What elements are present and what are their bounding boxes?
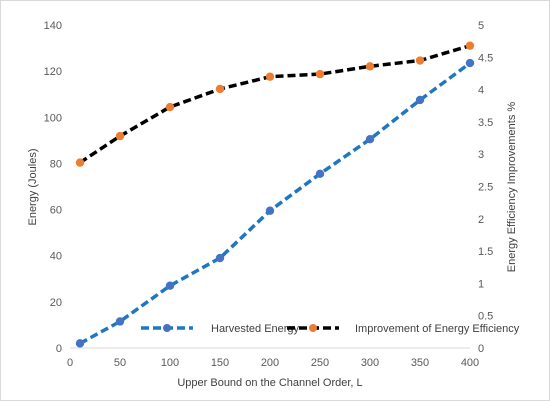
y2-tick-label: 4 xyxy=(478,85,484,97)
data-point xyxy=(165,281,175,290)
x-tick-label: 100 xyxy=(161,357,179,369)
y2-tick-label: 0 xyxy=(478,343,484,355)
y2-tick-label: 2.5 xyxy=(478,182,493,194)
x-tick-label: 50 xyxy=(114,357,126,369)
legend-label-harvested-energy: Harvested Energy xyxy=(211,323,300,335)
data-point xyxy=(265,206,275,215)
y-tick-label: 60 xyxy=(50,205,62,217)
series-lines xyxy=(79,44,472,345)
data-point xyxy=(465,41,475,50)
data-point xyxy=(115,317,125,326)
series-points xyxy=(75,41,475,348)
x-tick-label: 0 xyxy=(67,357,73,369)
series-line-1 xyxy=(79,44,471,165)
data-point xyxy=(265,72,275,81)
y-tick-label: 20 xyxy=(50,297,62,309)
legend-marker-harvested-energy xyxy=(163,324,171,332)
data-point xyxy=(365,135,375,144)
x-axis-title: Upper Bound on the Channel Order, L xyxy=(177,377,362,389)
y2-tick-label: 1 xyxy=(478,278,484,290)
legend-marker-improvement xyxy=(309,324,317,332)
y-tick-label: 0 xyxy=(56,343,62,355)
y2-tick-label: 2 xyxy=(478,214,484,226)
y-tick-label: 40 xyxy=(50,251,62,263)
data-point xyxy=(465,58,475,68)
data-point xyxy=(165,102,175,112)
legend-label-improvement-of-energy-efficiency: Improvement of Energy Efficiency xyxy=(355,323,520,335)
y2-axis-title: Energy Efficiency Improvements % xyxy=(506,102,518,273)
legend-item-harvested-energy: Harvested Energy xyxy=(141,323,300,335)
data-point xyxy=(315,169,325,179)
data-point xyxy=(415,95,425,105)
legend: Harvested Energy Improvement of Energy E… xyxy=(141,323,520,335)
data-point xyxy=(75,158,85,167)
data-point xyxy=(215,84,225,94)
axes: 0 50 100 150 200 250 300 350 4000204060801001201… xyxy=(44,20,494,369)
y2-tick-label: 0.5 xyxy=(478,311,493,323)
y-axis-title: Energy (Joules) xyxy=(27,148,39,225)
x-tick-label: 250 xyxy=(311,357,329,369)
series-line-0 xyxy=(79,61,472,345)
x-tick-label: 350 xyxy=(411,357,429,369)
data-point xyxy=(75,339,85,348)
y2-tick-label: 5 xyxy=(478,20,484,32)
y2-tick-label: 3.5 xyxy=(478,117,493,129)
y2-tick-label: 3 xyxy=(478,149,484,161)
data-point xyxy=(315,69,325,79)
x-tick-label: 200 xyxy=(261,357,279,369)
y-tick-label: 80 xyxy=(50,158,62,170)
legend-item-improvement-of-energy-efficiency: Improvement of Energy Efficiency xyxy=(287,323,520,335)
data-point xyxy=(215,253,225,263)
data-point xyxy=(415,56,425,65)
x-tick-label: 150 xyxy=(211,357,229,369)
x-tick-label: 300 xyxy=(361,357,379,369)
y2-tick-label: 1.5 xyxy=(478,246,493,258)
y-tick-label: 100 xyxy=(44,112,62,124)
x-tick-label: 400 xyxy=(461,357,479,369)
y-tick-label: 140 xyxy=(44,20,62,32)
y-tick-label: 120 xyxy=(44,66,62,78)
data-point xyxy=(115,131,125,141)
y2-tick-label: 4.5 xyxy=(478,52,493,64)
data-point xyxy=(365,62,375,71)
